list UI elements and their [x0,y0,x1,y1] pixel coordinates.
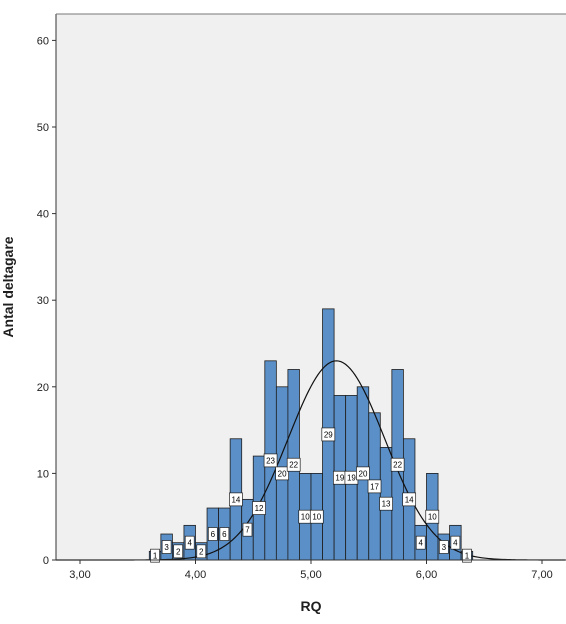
x-tick-label: 4,00 [185,569,206,581]
bar-count-label: 12 [255,504,264,513]
bar-label-box [367,479,382,494]
bar-count-label: 3 [442,543,447,552]
bar-label-box [196,544,207,559]
y-tick-label: 60 [37,35,49,47]
ticks-layer: 3,00 4,00 5,00 6,00 7,00 0 10 20 30 40 50 60 [37,35,553,581]
bar-label-box [415,535,426,550]
bar-label-box [379,496,393,511]
bar-label-box [242,522,253,537]
bar-label-box [252,501,266,515]
plot-area-background [56,14,566,560]
bar-count-label: 4 [187,539,192,548]
y-tick-label: 0 [43,555,49,567]
bar-count-label: 17 [370,482,379,491]
y-tick-label: 50 [37,122,49,134]
bar-label-box [390,457,405,472]
bar-count-label: 2 [199,547,204,556]
y-tick-label: 10 [37,468,49,480]
bar-label-box [438,540,449,554]
y-tick-label: 40 [37,209,49,221]
x-tick-label: 7,00 [531,569,552,581]
bar-label-box [356,466,370,481]
x-tick-label: 3,00 [69,569,90,581]
bar-count-label: 14 [405,495,414,504]
bar-count-label: 10 [428,513,437,522]
bar-count-label: 10 [312,513,321,522]
bar-label-box [425,509,440,524]
bar-label-box [219,527,230,541]
bar-count-label: 4 [453,539,458,548]
bar-count-label: 4 [418,539,423,548]
bar-label-box [462,548,472,563]
bar-count-label: 20 [278,469,287,478]
bar-count-label: 20 [359,469,368,478]
bar-count-label: 7 [245,526,250,535]
bar-count-label: 23 [266,456,275,465]
y-tick-label: 20 [37,382,49,394]
bar-count-label: 22 [289,461,298,470]
bar-count-label: 2 [176,547,181,556]
bar-count-label: 10 [301,513,310,522]
bar-label-box [263,453,278,468]
bar-label-box [321,427,336,442]
bar-label-box [207,527,218,541]
y-tick-label: 30 [37,295,49,307]
bar-count-label: 6 [222,530,227,539]
bar-count-label: 1 [465,552,470,561]
bar-label-box [229,492,243,507]
bar-count-label: 13 [382,500,391,509]
bar-count-label: 29 [324,430,333,439]
bar-label-box [161,540,172,554]
bar-count-label: 22 [393,461,402,470]
bar-label-box [275,466,289,481]
x-tick-label: 6,00 [416,569,437,581]
bar-label-box [150,548,160,563]
bar-count-label: 14 [231,495,240,504]
bar-count-label: 19 [335,474,344,483]
bar-label-box [173,544,184,559]
bar-count-label: 1 [153,552,158,561]
bar-label-box [402,492,417,507]
bar-label-box [450,535,461,550]
x-tick-label: 5,00 [300,569,321,581]
x-axis-title: RQ [301,598,322,614]
bar-label-box [309,509,324,524]
bar-count-label: 19 [347,474,356,483]
bar-label-box [184,535,195,550]
bar-count-label: 6 [211,530,216,539]
bar-count-label: 3 [164,543,169,552]
y-axis-title: Antal deltagare [0,236,16,337]
bar-label-box [286,457,301,472]
